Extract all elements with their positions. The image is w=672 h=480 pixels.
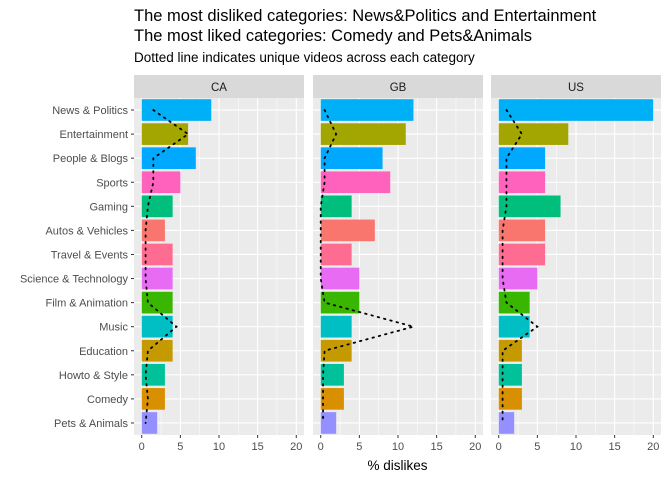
y-tick-label: Gaming xyxy=(89,201,128,213)
bar-ca-gaming xyxy=(141,195,173,218)
x-tick-label: 5 xyxy=(534,441,540,453)
x-tick-label: 20 xyxy=(647,441,659,453)
bar-ca-travel-events xyxy=(141,243,173,266)
bar-us-education xyxy=(498,339,522,362)
bar-us-science-technology xyxy=(498,267,538,290)
bar-gb-gaming xyxy=(320,195,352,218)
bar-ca-news-politics xyxy=(141,99,212,121)
unique-videos-line-gb xyxy=(319,109,417,424)
bar-us-howto-style xyxy=(498,363,522,386)
x-tick-label: 20 xyxy=(469,441,481,453)
bar-gb-science-technology xyxy=(320,267,360,290)
y-tick-label: Pets & Animals xyxy=(54,418,128,430)
bar-gb-news-politics xyxy=(320,99,414,121)
bar-gb-film-animation xyxy=(320,291,360,314)
bar-us-autos-vehicles xyxy=(498,219,546,242)
bar-gb-howto-style xyxy=(320,363,344,386)
chart-title-line-1: The most disliked categories: News&Polit… xyxy=(134,7,597,25)
y-tick-label: Autos & Vehicles xyxy=(45,225,128,237)
bar-us-comedy xyxy=(498,388,522,410)
bar-us-pets-animals xyxy=(498,412,515,434)
y-tick-label: Howto & Style xyxy=(59,370,128,382)
chart-subtitle: Dotted line indicates unique videos acro… xyxy=(134,50,475,65)
y-tick-label: Film & Animation xyxy=(45,298,128,310)
bar-ca-autos-vehicles xyxy=(141,219,165,242)
bar-ca-film-animation xyxy=(141,291,173,314)
bar-us-entertainment xyxy=(498,123,569,145)
bar-us-sports xyxy=(498,171,546,194)
x-tick-label: 5 xyxy=(356,441,362,453)
y-tick-label: Science & Technology xyxy=(20,274,129,286)
bar-us-film-animation xyxy=(498,291,530,314)
x-tick-label: 10 xyxy=(392,441,404,453)
bar-ca-science-technology xyxy=(141,267,173,290)
unique-videos-line-ca xyxy=(144,109,190,424)
bar-gb-autos-vehicles xyxy=(320,219,375,242)
x-tick-label: 20 xyxy=(290,441,302,453)
bar-gb-pets-animals xyxy=(320,412,337,434)
bar-ca-music xyxy=(141,315,173,338)
x-tick-label: 10 xyxy=(213,441,225,453)
x-tick-label: 5 xyxy=(177,441,183,453)
y-tick-label: Sports xyxy=(96,177,128,189)
x-tick-label: 0 xyxy=(496,441,502,453)
bar-us-people-blogs xyxy=(498,147,546,170)
y-tick-label: News & Politics xyxy=(52,105,128,117)
bar-ca-howto-style xyxy=(141,363,165,386)
bar-gb-music xyxy=(320,315,352,338)
y-tick-label: Entertainment xyxy=(60,129,128,141)
bar-us-news-politics xyxy=(498,99,654,121)
x-tick-label: 15 xyxy=(609,441,621,453)
bar-us-music xyxy=(498,315,530,338)
bar-gb-people-blogs xyxy=(320,147,383,170)
y-tick-label: People & Blogs xyxy=(53,153,129,165)
facet-label-gb: GB xyxy=(390,82,407,94)
facet-strip-ca xyxy=(134,75,304,98)
facet-label-ca: CA xyxy=(211,82,227,94)
bar-gb-comedy xyxy=(320,388,344,410)
y-tick-label: Travel & Events xyxy=(51,249,129,261)
x-tick-label: 15 xyxy=(431,441,443,453)
bar-gb-sports xyxy=(320,171,391,194)
bar-ca-entertainment xyxy=(141,123,189,145)
bar-ca-people-blogs xyxy=(141,147,196,170)
bar-ca-sports xyxy=(141,171,181,194)
bar-gb-entertainment xyxy=(320,123,406,145)
x-tick-label: 0 xyxy=(139,441,145,453)
bar-ca-comedy xyxy=(141,388,165,410)
chart-title-line-2: The most liked categories: Comedy and Pe… xyxy=(134,27,533,45)
x-tick-label: 0 xyxy=(318,441,324,453)
facet-strip-us xyxy=(491,75,661,98)
facet-strip-gb xyxy=(313,75,483,98)
facet-label-us: US xyxy=(568,82,584,94)
bar-gb-education xyxy=(320,339,352,362)
y-tick-label: Music xyxy=(99,322,128,334)
y-tick-label: Education xyxy=(79,346,128,358)
bar-ca-education xyxy=(141,339,173,362)
x-axis-title: % dislikes xyxy=(367,458,427,473)
bar-ca-pets-animals xyxy=(141,412,158,434)
x-tick-label: 15 xyxy=(252,441,264,453)
y-tick-label: Comedy xyxy=(87,394,128,406)
x-tick-label: 10 xyxy=(570,441,582,453)
bar-gb-travel-events xyxy=(320,243,352,266)
bar-us-travel-events xyxy=(498,243,546,266)
bar-us-gaming xyxy=(498,195,561,218)
